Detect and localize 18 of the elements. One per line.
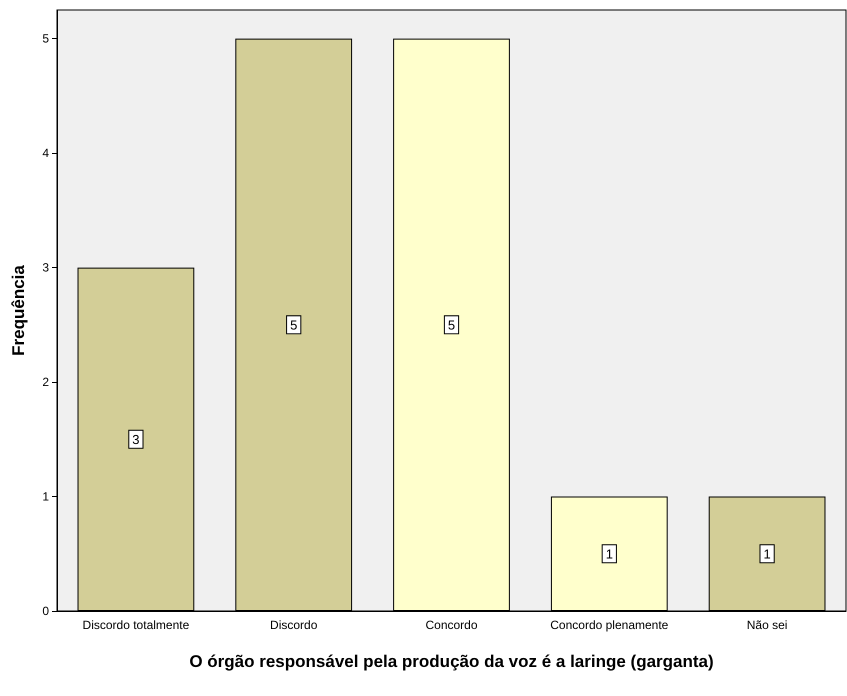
y-tick-label: 0 [42,604,50,618]
data-label: 3 [132,432,140,447]
x-tick-label: Não sei [746,618,788,632]
data-label: 5 [448,317,456,332]
y-tick-label: 5 [42,32,50,46]
x-tick-label: Discordo totalmente [82,618,190,632]
data-label: 5 [290,317,298,332]
x-tick-label: Concordo plenamente [550,618,669,632]
data-label: 1 [763,546,771,562]
y-tick-label: 2 [42,375,50,390]
y-tick-label: 4 [42,146,50,160]
x-tick-label: Discordo [270,618,318,632]
data-label: 1 [606,546,613,562]
x-axis-title: O órgão responsável pela produção da voz é a laringe (garganta) [189,652,714,671]
x-tick-label: Concordo [425,618,478,632]
y-axis-title: Frequência [9,264,28,356]
y-tick-label: 3 [42,260,50,275]
y-tick-label: 1 [42,490,50,504]
